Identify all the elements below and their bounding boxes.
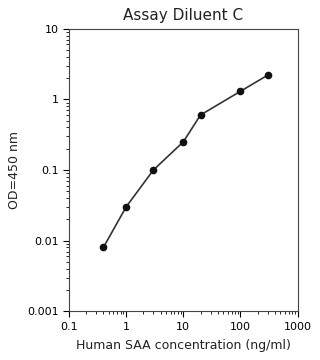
Y-axis label: OD=450 nm: OD=450 nm [8,131,21,209]
X-axis label: Human SAA concentration (ng/ml): Human SAA concentration (ng/ml) [76,339,291,352]
Title: Assay Diluent C: Assay Diluent C [123,8,244,23]
